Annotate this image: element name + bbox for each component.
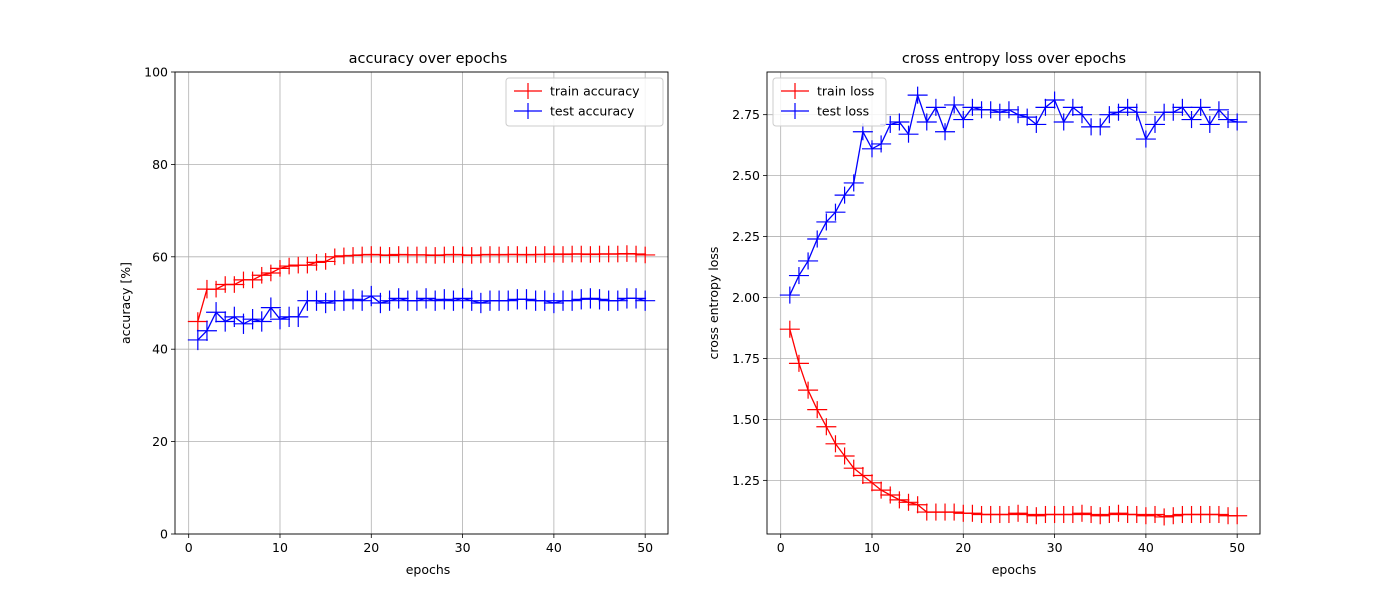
accuracy-x-tick-label: 20	[363, 540, 379, 555]
accuracy-legend: train accuracy test accuracy	[505, 77, 664, 127]
loss-series-test-loss	[779, 86, 1248, 304]
accuracy-series-train-accuracy	[187, 245, 656, 331]
loss-x-tick-label: 30	[1047, 540, 1063, 555]
accuracy-series-line	[197, 295, 646, 341]
loss-chart: cross entropy loss over epochs epochs cr…	[706, 51, 1261, 577]
loss-y-tick-label: 2.50	[732, 168, 760, 183]
accuracy-x-tick-label: 40	[546, 540, 562, 555]
loss-x-tick-label: 20	[955, 540, 971, 555]
loss-y-tick-label: 1.75	[732, 351, 760, 366]
loss-x-tick-label: 40	[1138, 540, 1154, 555]
accuracy-series-test-accuracy	[187, 285, 656, 351]
accuracy-y-tick-label: 80	[152, 157, 168, 172]
loss-series-line	[789, 92, 1238, 296]
loss-series-line	[789, 329, 1238, 518]
accuracy-x-tick-label: 0	[185, 540, 193, 555]
loss-x-axis-label: epochs	[992, 562, 1037, 577]
loss-y-tick-label: 2.75	[732, 107, 760, 122]
loss-y-tick-label: 2.00	[732, 290, 760, 305]
loss-y-axis-label: cross entropy loss	[706, 247, 721, 360]
accuracy-legend-label: train accuracy	[550, 84, 640, 99]
accuracy-y-tick-label: 20	[152, 434, 168, 449]
accuracy-y-axis-label: accuracy [%]	[118, 262, 133, 344]
loss-y-tick-label: 1.50	[732, 412, 760, 427]
accuracy-x-axis-label: epochs	[406, 562, 451, 577]
loss-x-tick-label: 50	[1229, 540, 1245, 555]
accuracy-x-tick-label: 50	[637, 540, 653, 555]
accuracy-x-tick-label: 30	[455, 540, 471, 555]
accuracy-x-tick-label: 10	[272, 540, 288, 555]
loss-series-train-loss	[779, 320, 1248, 526]
accuracy-y-tick-label: 100	[144, 65, 168, 80]
loss-x-tick-label: 10	[864, 540, 880, 555]
loss-x-tick-label: 0	[777, 540, 785, 555]
accuracy-legend-box	[505, 77, 664, 127]
loss-chart-title: cross entropy loss over epochs	[902, 51, 1126, 67]
accuracy-y-tick-label: 0	[160, 527, 168, 542]
loss-y-tick-label: 2.25	[732, 229, 760, 244]
accuracy-plot-frame	[174, 71, 669, 535]
loss-legend-label: train loss	[817, 84, 874, 99]
loss-legend-box	[772, 77, 887, 127]
loss-plot-frame	[766, 71, 1261, 535]
loss-y-tick-label: 1.25	[732, 473, 760, 488]
loss-legend-label: test loss	[817, 104, 869, 119]
accuracy-chart: accuracy over epochs epochs accuracy [%]…	[118, 51, 669, 577]
accuracy-y-tick-label: 40	[152, 342, 168, 357]
accuracy-y-tick-label: 60	[152, 249, 168, 264]
loss-legend: train loss test loss	[772, 77, 887, 127]
accuracy-chart-title: accuracy over epochs	[349, 51, 508, 67]
accuracy-legend-label: test accuracy	[550, 104, 635, 119]
accuracy-series-line	[197, 252, 646, 322]
